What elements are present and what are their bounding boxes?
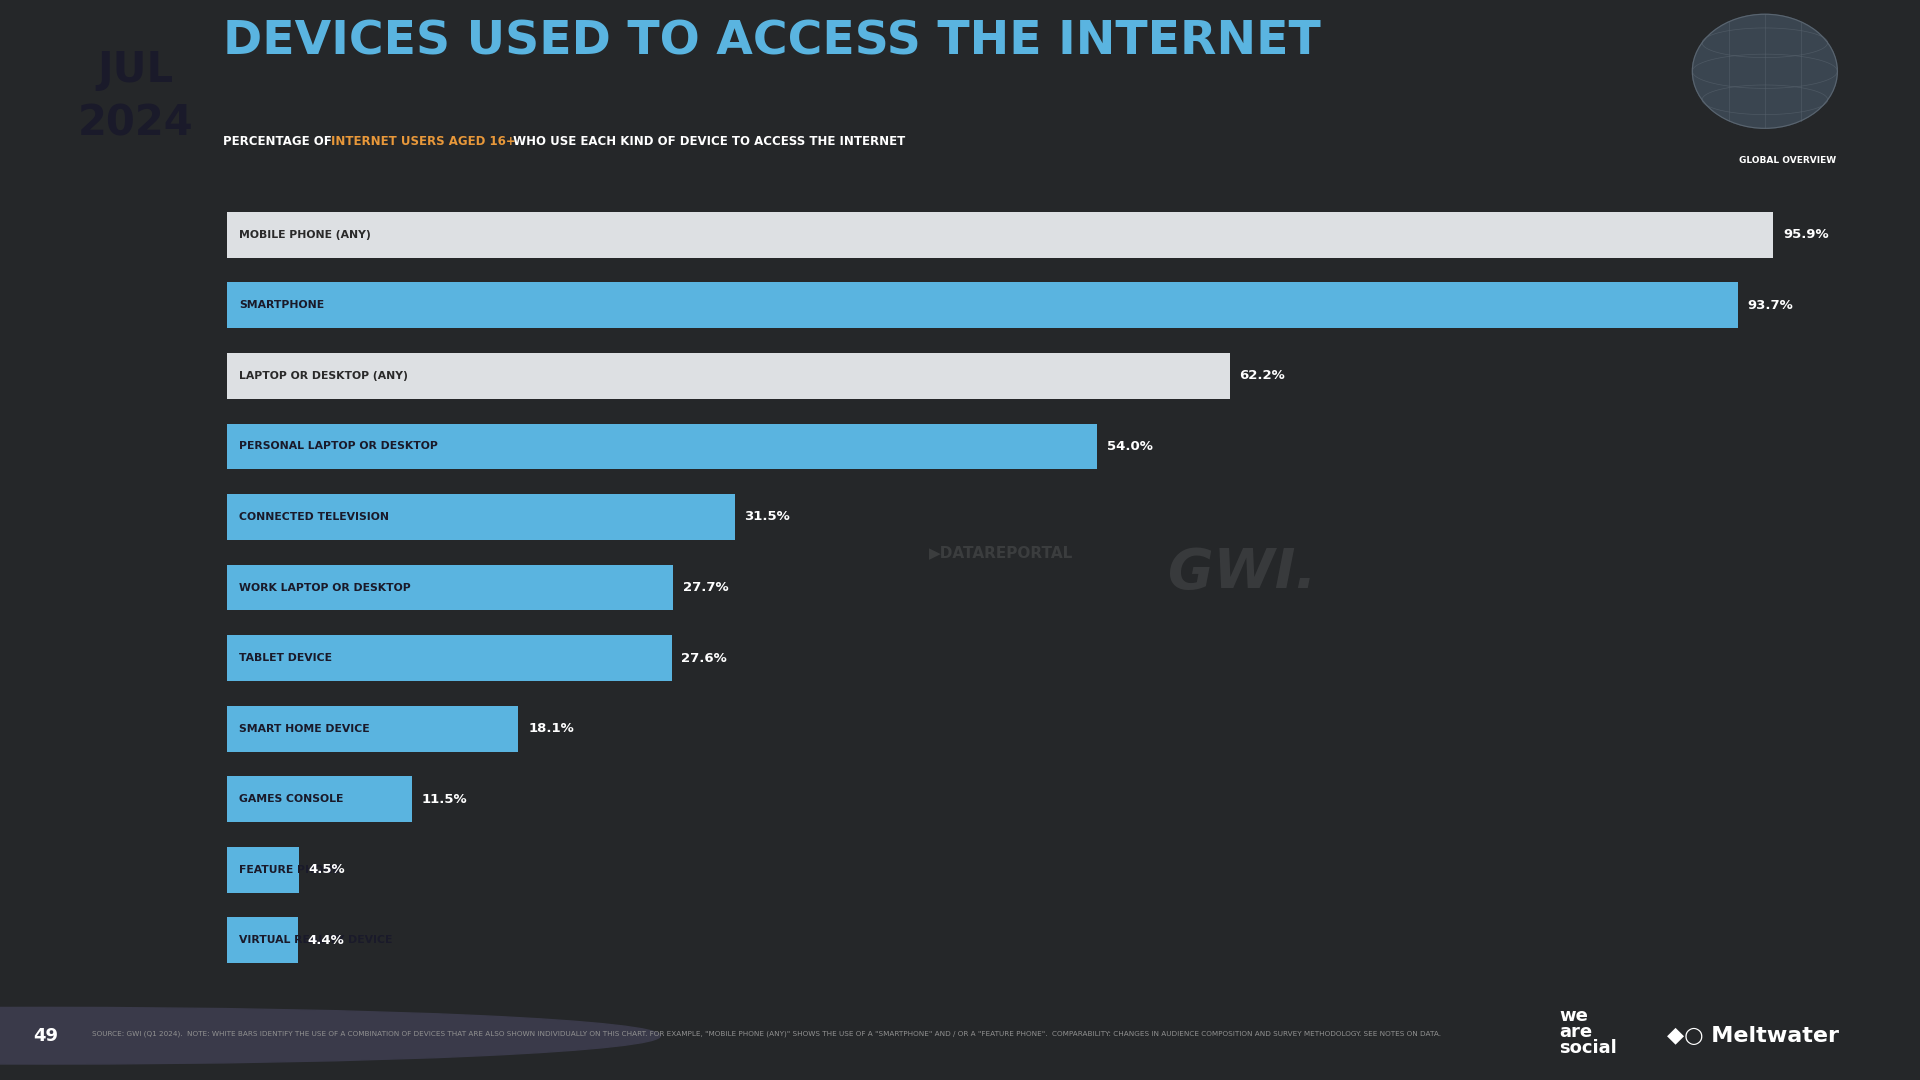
Text: 49: 49 — [33, 1027, 60, 1044]
Bar — [227, 777, 413, 822]
Circle shape — [1692, 14, 1837, 129]
Text: PERCENTAGE OF: PERCENTAGE OF — [223, 135, 336, 148]
Text: SMARTPHONE: SMARTPHONE — [240, 300, 324, 310]
Text: SOURCE: GWI (Q1 2024).  NOTE: WHITE BARS IDENTIFY THE USE OF A COMBINATION OF DE: SOURCE: GWI (Q1 2024). NOTE: WHITE BARS … — [92, 1030, 1442, 1037]
Text: GAMES CONSOLE: GAMES CONSOLE — [240, 794, 344, 805]
Text: WHO USE EACH KIND OF DEVICE TO ACCESS THE INTERNET: WHO USE EACH KIND OF DEVICE TO ACCESS TH… — [509, 135, 906, 148]
Bar — [227, 917, 298, 963]
Bar — [227, 353, 1229, 399]
Text: 31.5%: 31.5% — [745, 511, 789, 524]
Text: 18.1%: 18.1% — [528, 723, 574, 735]
Text: 4.5%: 4.5% — [309, 863, 346, 876]
Bar — [227, 494, 735, 540]
Text: 95.9%: 95.9% — [1784, 228, 1828, 241]
Text: SMART HOME DEVICE: SMART HOME DEVICE — [240, 724, 371, 733]
Text: GLOBAL OVERVIEW: GLOBAL OVERVIEW — [1740, 156, 1836, 165]
Text: PERSONAL LAPTOP OR DESKTOP: PERSONAL LAPTOP OR DESKTOP — [240, 442, 438, 451]
Text: GWI.: GWI. — [1169, 546, 1317, 600]
Circle shape — [0, 1008, 660, 1064]
Bar — [227, 212, 1774, 258]
Bar — [227, 635, 672, 681]
Text: we
are
social: we are social — [1559, 1008, 1617, 1057]
Bar — [227, 565, 674, 610]
Text: LAPTOP OR DESKTOP (ANY): LAPTOP OR DESKTOP (ANY) — [240, 370, 409, 381]
Bar — [227, 847, 300, 892]
Text: 27.7%: 27.7% — [684, 581, 728, 594]
Text: DEVICES USED TO ACCESS THE INTERNET: DEVICES USED TO ACCESS THE INTERNET — [223, 19, 1321, 64]
Text: TABLET DEVICE: TABLET DEVICE — [240, 653, 332, 663]
Text: 27.6%: 27.6% — [682, 651, 728, 664]
Text: INTERNET USERS AGED 16+: INTERNET USERS AGED 16+ — [330, 135, 516, 148]
Text: JUL: JUL — [98, 49, 173, 91]
Text: CONNECTED TELEVISION: CONNECTED TELEVISION — [240, 512, 390, 522]
Text: 4.4%: 4.4% — [307, 934, 344, 947]
Text: 54.0%: 54.0% — [1108, 440, 1154, 453]
Bar — [227, 423, 1098, 470]
Text: VIRTUAL REALITY DEVICE: VIRTUAL REALITY DEVICE — [240, 935, 394, 945]
Text: ▶DATAREPORTAL: ▶DATAREPORTAL — [929, 544, 1073, 559]
Text: MOBILE PHONE (ANY): MOBILE PHONE (ANY) — [240, 230, 371, 240]
Text: ◆○ Meltwater: ◆○ Meltwater — [1667, 1026, 1839, 1045]
Text: 11.5%: 11.5% — [422, 793, 467, 806]
Text: 2024: 2024 — [77, 102, 194, 144]
Text: 62.2%: 62.2% — [1240, 369, 1284, 382]
Text: WORK LAPTOP OR DESKTOP: WORK LAPTOP OR DESKTOP — [240, 582, 411, 593]
Bar — [227, 283, 1738, 328]
Text: 93.7%: 93.7% — [1747, 299, 1793, 312]
Text: FEATURE PHONE: FEATURE PHONE — [240, 865, 340, 875]
Bar — [227, 705, 518, 752]
